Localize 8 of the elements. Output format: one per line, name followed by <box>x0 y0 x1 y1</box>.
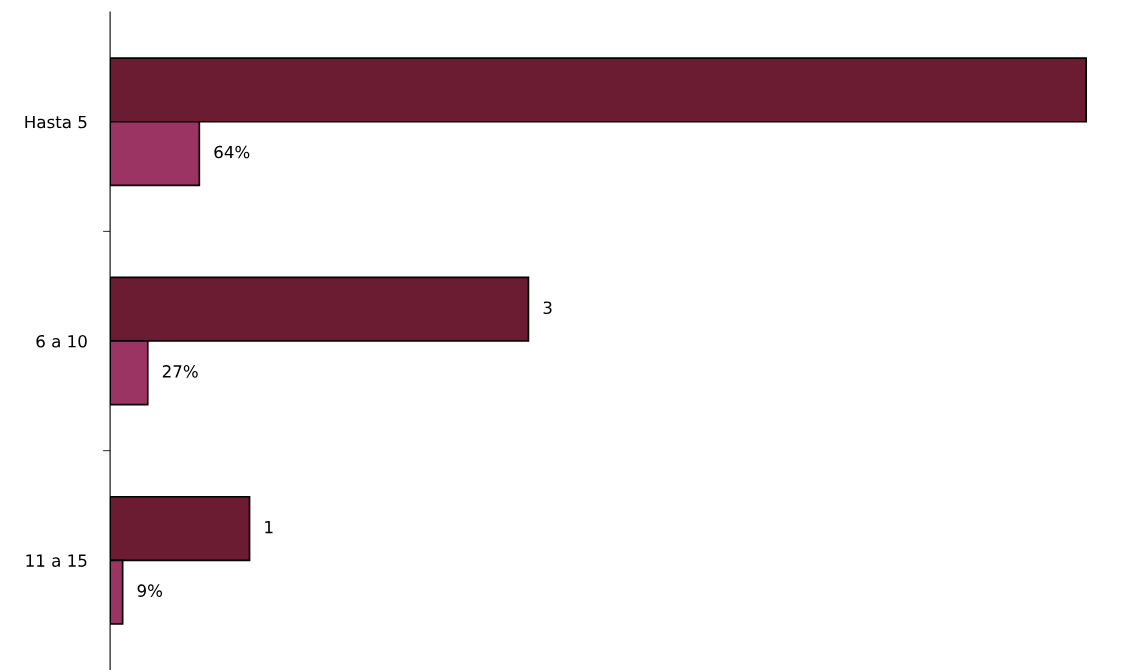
data-label: 1 <box>265 520 273 534</box>
data-label: 3 <box>543 301 552 315</box>
data-label: 9% <box>137 584 163 597</box>
y-tick-label: 11 a 15 <box>26 554 87 567</box>
y-tick-label: Hasta 5 <box>25 115 87 129</box>
data-label: 27% <box>162 365 198 378</box>
data-label: 64% <box>214 145 250 159</box>
y-tick-label: 6 a 10 <box>36 334 87 348</box>
